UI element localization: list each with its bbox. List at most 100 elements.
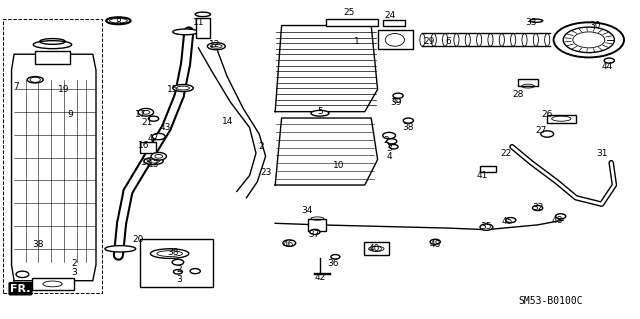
Ellipse shape bbox=[499, 33, 504, 46]
Ellipse shape bbox=[442, 33, 447, 46]
Circle shape bbox=[430, 239, 440, 244]
Text: 32: 32 bbox=[532, 203, 543, 212]
Bar bbox=[32, 278, 74, 290]
Text: 8: 8 bbox=[116, 18, 121, 27]
Circle shape bbox=[152, 133, 165, 140]
Circle shape bbox=[389, 145, 398, 149]
Ellipse shape bbox=[173, 29, 198, 35]
Text: 3: 3 bbox=[72, 268, 77, 277]
Bar bbox=[518, 79, 538, 86]
Polygon shape bbox=[12, 54, 96, 281]
Bar bbox=[480, 166, 496, 172]
Text: 35: 35 bbox=[481, 222, 492, 231]
Ellipse shape bbox=[545, 33, 550, 46]
Text: FR.: FR. bbox=[10, 284, 31, 294]
Text: 11: 11 bbox=[193, 18, 204, 27]
Text: 22: 22 bbox=[500, 149, 511, 158]
Ellipse shape bbox=[533, 33, 538, 46]
Circle shape bbox=[151, 152, 166, 160]
Circle shape bbox=[138, 108, 154, 116]
Ellipse shape bbox=[28, 77, 44, 83]
Bar bbox=[140, 142, 156, 153]
Ellipse shape bbox=[431, 33, 436, 46]
Ellipse shape bbox=[488, 33, 493, 46]
Circle shape bbox=[16, 271, 29, 278]
Circle shape bbox=[480, 224, 493, 230]
Text: 48: 48 bbox=[429, 240, 441, 249]
Text: 13: 13 bbox=[148, 160, 159, 169]
Bar bbox=[196, 18, 210, 38]
Ellipse shape bbox=[33, 41, 72, 49]
Text: 42: 42 bbox=[314, 273, 326, 282]
Text: 48: 48 bbox=[551, 216, 563, 225]
Text: 37: 37 bbox=[308, 230, 319, 239]
Circle shape bbox=[310, 229, 320, 234]
Circle shape bbox=[383, 132, 396, 139]
Text: 25: 25 bbox=[343, 8, 355, 17]
Ellipse shape bbox=[150, 249, 189, 258]
Ellipse shape bbox=[207, 43, 225, 50]
Text: 2: 2 bbox=[177, 265, 182, 274]
Text: 31: 31 bbox=[596, 149, 607, 158]
Ellipse shape bbox=[105, 246, 136, 252]
Text: 29: 29 bbox=[423, 37, 435, 46]
Bar bbox=[308, 219, 326, 231]
Text: 18: 18 bbox=[141, 158, 153, 167]
Ellipse shape bbox=[454, 33, 459, 46]
Polygon shape bbox=[275, 26, 378, 112]
Text: 27: 27 bbox=[535, 126, 547, 135]
Text: 45: 45 bbox=[502, 217, 513, 226]
Circle shape bbox=[403, 118, 413, 123]
Text: 30: 30 bbox=[589, 21, 601, 30]
Circle shape bbox=[532, 205, 543, 211]
Circle shape bbox=[554, 22, 624, 57]
Bar bbox=[383, 20, 405, 26]
Text: 26: 26 bbox=[541, 110, 553, 119]
Text: 41: 41 bbox=[477, 171, 488, 180]
Ellipse shape bbox=[144, 158, 163, 165]
Text: 38: 38 bbox=[402, 123, 413, 132]
Polygon shape bbox=[275, 118, 378, 185]
Circle shape bbox=[172, 259, 184, 265]
Ellipse shape bbox=[465, 33, 470, 46]
Text: 36: 36 bbox=[327, 259, 339, 268]
Text: 21: 21 bbox=[141, 118, 153, 127]
Text: 44: 44 bbox=[601, 63, 612, 71]
Circle shape bbox=[387, 139, 397, 144]
Text: 5: 5 bbox=[317, 107, 323, 116]
Circle shape bbox=[283, 240, 296, 246]
Text: 43: 43 bbox=[159, 123, 171, 132]
Ellipse shape bbox=[477, 33, 482, 46]
Bar bbox=[3, 19, 102, 293]
Text: 14: 14 bbox=[221, 117, 233, 126]
Bar bbox=[364, 242, 389, 255]
Bar bbox=[378, 30, 413, 49]
Text: 28: 28 bbox=[513, 90, 524, 99]
Ellipse shape bbox=[511, 33, 516, 46]
Text: 34: 34 bbox=[301, 206, 313, 215]
Ellipse shape bbox=[522, 33, 527, 46]
Text: 24: 24 bbox=[385, 11, 396, 20]
Bar bbox=[326, 19, 378, 26]
Text: 2: 2 bbox=[259, 142, 264, 151]
Bar bbox=[140, 239, 213, 287]
Text: 20: 20 bbox=[132, 235, 143, 244]
Circle shape bbox=[506, 218, 516, 223]
Text: 10: 10 bbox=[333, 161, 345, 170]
Text: 40: 40 bbox=[369, 244, 380, 253]
Circle shape bbox=[190, 269, 200, 274]
Text: 17: 17 bbox=[135, 110, 147, 119]
Circle shape bbox=[148, 116, 159, 121]
Ellipse shape bbox=[173, 85, 193, 92]
Circle shape bbox=[556, 214, 566, 219]
Text: 6: 6 bbox=[445, 37, 451, 46]
Text: 7: 7 bbox=[13, 82, 19, 91]
Text: 38: 38 bbox=[33, 240, 44, 249]
Text: 9: 9 bbox=[68, 110, 73, 119]
Ellipse shape bbox=[311, 110, 329, 116]
Ellipse shape bbox=[106, 17, 131, 24]
Circle shape bbox=[393, 93, 403, 98]
Text: SM53-B0100C: SM53-B0100C bbox=[518, 296, 583, 306]
Ellipse shape bbox=[420, 33, 425, 46]
Circle shape bbox=[173, 270, 182, 274]
